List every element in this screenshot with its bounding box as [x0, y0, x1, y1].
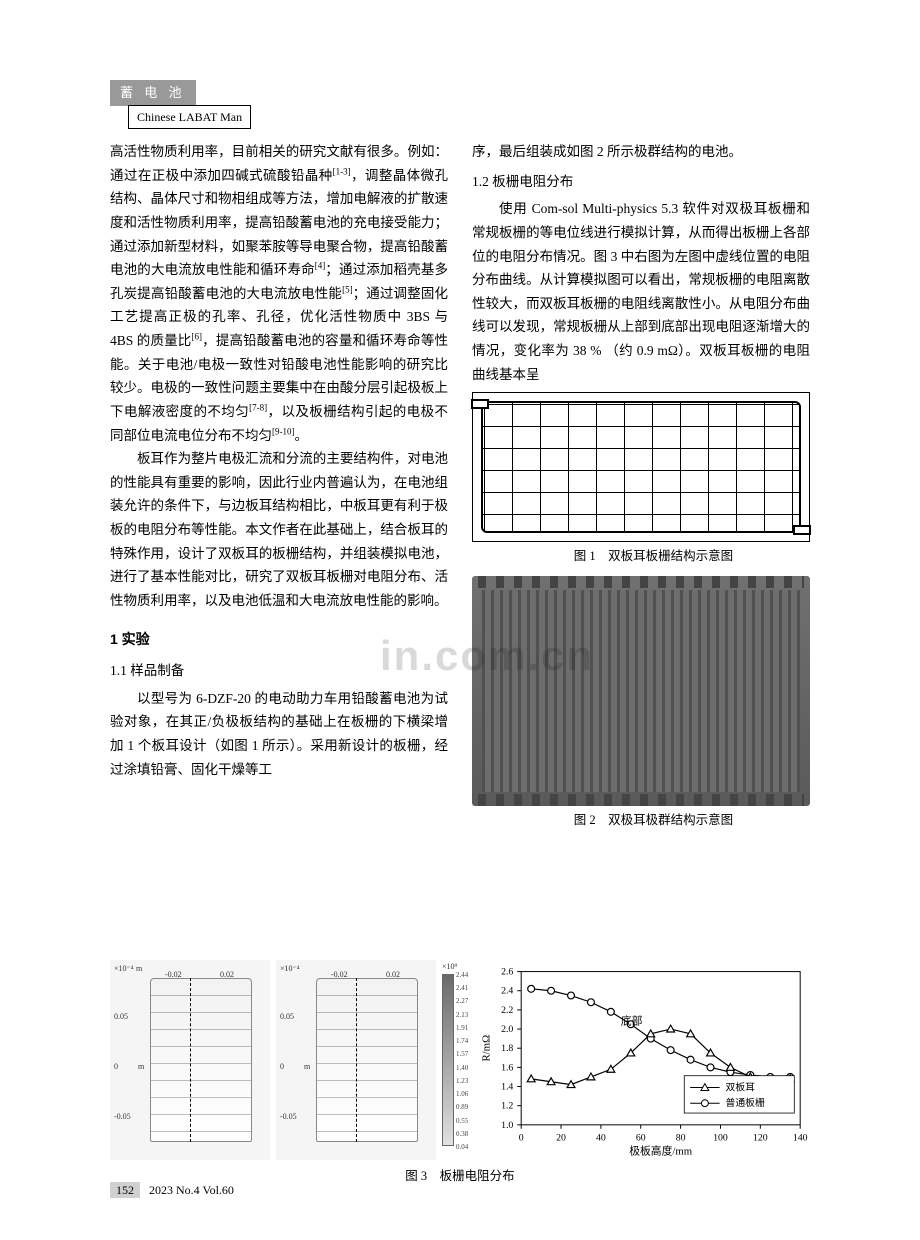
colorbar-gradient [442, 974, 454, 1146]
dashed-line-icon [190, 978, 191, 1142]
right-column: 序，最后组装成如图 2 所示极群结构的电池。 1.2 板栅电阻分布 使用 Com… [472, 140, 810, 840]
svg-text:1.6: 1.6 [501, 1062, 513, 1073]
figure-caption: 图 1 双板耳板栅结构示意图 [472, 546, 810, 568]
axis-exp: ×10⁻⁴ [114, 962, 134, 976]
grid-schematic [481, 401, 801, 533]
tab-icon [471, 399, 489, 409]
paragraph: 高活性物质利用率，目前相关的研究文献有很多。例如：通过在正极中添加四碱式硫酸铅晶… [110, 140, 448, 447]
section-heading: 1 实验 [110, 627, 448, 652]
journal-name-cn: 蓄 电 池 [110, 80, 196, 106]
svg-text:120: 120 [753, 1133, 768, 1144]
tick: 0 [280, 1060, 284, 1074]
citation: [1-3] [333, 166, 351, 176]
chart-svg: 1.0 1.2 1.4 1.6 1.8 2.0 2.2 2.4 2.6 0 20 40 60 80 100 1… [476, 960, 810, 1160]
figure-3-row: ×10⁻⁴ m -0.02 0.02 0.05 0 -0.05 m ×10⁻⁴ … [110, 960, 810, 1160]
page-number: 152 [110, 1182, 140, 1198]
tick: 0.05 [114, 1010, 128, 1024]
colorbar-tick: 0.55 [456, 1116, 468, 1128]
colorbar-tick: 0.04 [456, 1142, 468, 1154]
svg-text:普通板栅: 普通板栅 [726, 1096, 765, 1109]
svg-text:2.2: 2.2 [501, 1005, 513, 1016]
paragraph: 板耳作为整片电极汇流和分流的主要结构件，对电池的性能具有重要的影响，因此行业内普… [110, 447, 448, 612]
colorbar-tick: 2.41 [456, 983, 468, 995]
svg-text:80: 80 [676, 1133, 686, 1144]
colorbar-tick: 1.23 [456, 1076, 468, 1088]
paragraph: 序，最后组装成如图 2 所示极群结构的电池。 [472, 140, 810, 164]
figure-caption: 图 2 双极耳极群结构示意图 [472, 810, 810, 832]
text-run: 。 [295, 428, 309, 443]
axis-unit: m [136, 962, 142, 976]
colorbar-tick: 1.06 [456, 1089, 468, 1101]
paragraph: 使用 Com-sol Multi-physics 5.3 软件对双极耳板栅和常规… [472, 197, 810, 386]
colorbar-tick: 1.40 [456, 1063, 468, 1075]
citation: [7-8] [249, 402, 267, 412]
svg-text:100: 100 [713, 1133, 728, 1144]
page-footer: 152 2023 No.4 Vol.60 [110, 1180, 234, 1200]
figure-3: ×10⁻⁴ m -0.02 0.02 0.05 0 -0.05 m ×10⁻⁴ … [110, 960, 810, 1195]
svg-text:40: 40 [596, 1133, 606, 1144]
svg-text:极板高度/mm: 极板高度/mm [629, 1143, 693, 1157]
tick: 0.05 [280, 1010, 294, 1024]
tick: -0.05 [114, 1110, 131, 1124]
paragraph: 以型号为 6-DZF-20 的电动助力车用铅酸蓄电池为试验对象，在其正/负极板结… [110, 687, 448, 782]
figure-1 [472, 392, 810, 542]
svg-text:20: 20 [556, 1133, 566, 1144]
two-column-body: 高活性物质利用率，目前相关的研究文献有很多。例如：通过在正极中添加四碱式硫酸铅晶… [110, 140, 810, 840]
colorbar-tick: 2.13 [456, 1010, 468, 1022]
citation: [9-10] [272, 426, 295, 436]
svg-text:1.4: 1.4 [501, 1081, 513, 1092]
svg-text:1.2: 1.2 [501, 1101, 513, 1112]
figure-2 [472, 576, 810, 806]
citation: [4] [315, 261, 326, 271]
sim-electrode [316, 978, 418, 1142]
colorbar-tick: 1.57 [456, 1049, 468, 1061]
colorbar-tick: 0.38 [456, 1129, 468, 1141]
journal-header: 蓄 电 池 Chinese LABAT Man [110, 80, 251, 130]
svg-text:2.0: 2.0 [501, 1024, 513, 1035]
colorbar-tick: 2.27 [456, 996, 468, 1008]
svg-text:1.8: 1.8 [501, 1043, 513, 1054]
left-column: 高活性物质利用率，目前相关的研究文献有很多。例如：通过在正极中添加四碱式硫酸铅晶… [110, 140, 448, 840]
colorbar-tick: 0.89 [456, 1102, 468, 1114]
svg-text:底部: 底部 [621, 1013, 643, 1027]
journal-name-en: Chinese LABAT Man [128, 105, 251, 129]
tick: -0.05 [280, 1110, 297, 1124]
tab-icon [793, 525, 811, 535]
tabs-top-icon [478, 576, 804, 588]
axis-exp: ×10⁻⁴ [280, 962, 300, 976]
axis-unit: m [138, 1060, 144, 1074]
dashed-line-icon [356, 978, 357, 1142]
issue-info: 2023 No.4 Vol.60 [149, 1183, 234, 1197]
svg-text:60: 60 [636, 1133, 646, 1144]
svg-text:2.6: 2.6 [501, 967, 513, 978]
svg-text:0: 0 [519, 1133, 524, 1144]
colorbar-tick: 1.74 [456, 1036, 468, 1048]
sim-electrode [150, 978, 252, 1142]
colorbar-tick: 1.91 [456, 1023, 468, 1035]
colorbar: ×10⁹ 2.442.412.272.131.911.741.571.401.2… [442, 960, 470, 1160]
text-run: ，调整晶体微孔结构、晶体尺寸和物相组成等方法，增加电解液的扩散速度和活性物质利用… [110, 168, 448, 278]
citation: [6] [191, 332, 202, 342]
tick: 0 [114, 1060, 118, 1074]
resistance-chart: 1.0 1.2 1.4 1.6 1.8 2.0 2.2 2.4 2.6 0 20 40 60 80 100 1… [476, 960, 810, 1160]
tabs-bottom-icon [478, 794, 804, 806]
axis-unit: m [304, 1060, 310, 1074]
svg-text:R/mΩ: R/mΩ [481, 1035, 493, 1062]
citation: [5] [342, 284, 353, 294]
svg-text:140: 140 [793, 1133, 808, 1144]
subsection-heading: 1.1 样品制备 [110, 659, 448, 683]
subsection-heading: 1.2 板栅电阻分布 [472, 170, 810, 194]
svg-text:双板耳: 双板耳 [726, 1080, 756, 1093]
svg-text:1.0: 1.0 [501, 1120, 513, 1131]
simulation-panel-right: ×10⁻⁴ -0.02 0.02 0.05 0 -0.05 m [276, 960, 436, 1160]
svg-text:2.4: 2.4 [501, 986, 513, 997]
colorbar-tick: 2.44 [456, 970, 468, 982]
simulation-panel-left: ×10⁻⁴ m -0.02 0.02 0.05 0 -0.05 m [110, 960, 270, 1160]
